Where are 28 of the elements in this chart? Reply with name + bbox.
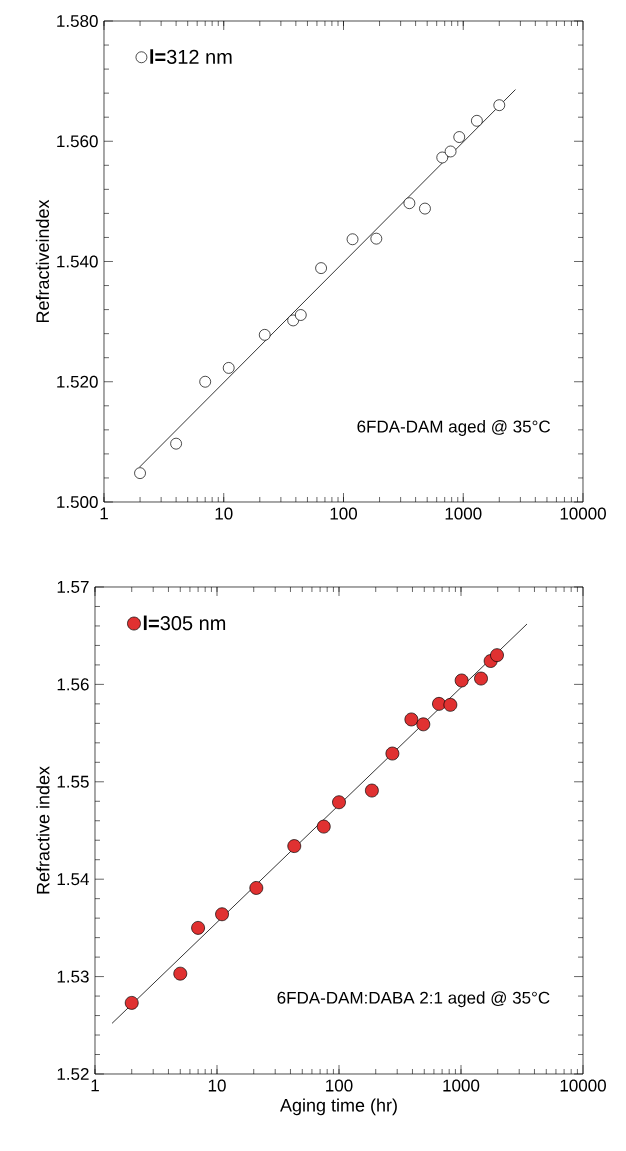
y-tick-label: 1.520 xyxy=(57,375,98,388)
x-tick-label: 10 xyxy=(215,507,233,520)
annotation: 6FDA-DAM:DABA 2:1 aged @ 35°C xyxy=(277,991,550,1008)
legend-label: l=312 nm xyxy=(150,49,232,64)
y-tick-label: 1.52 xyxy=(57,1067,89,1081)
y-axis-title: Refractive index xyxy=(36,766,50,894)
x-tick-label: 1000 xyxy=(445,507,482,520)
annotation: 6FDA-DAM aged @ 35°C xyxy=(357,420,551,436)
y-tick-label: 1.57 xyxy=(57,581,89,593)
x-tick-label: 10 xyxy=(208,1079,226,1092)
x-axis-title: Aging time (hr) xyxy=(280,1098,397,1116)
x-tick-label: 100 xyxy=(330,507,358,520)
x-tick-label: 1000 xyxy=(443,1079,480,1092)
legend-label: l=305 nm xyxy=(143,615,226,631)
y-tick-label: 1.560 xyxy=(57,135,98,148)
y-axis-title: Refractiveindex xyxy=(35,199,50,323)
y-tick-label: 1.540 xyxy=(57,255,98,268)
y-tick-label: 1.55 xyxy=(57,775,89,788)
y-tick-label: 1.56 xyxy=(57,678,89,691)
y-tick-label: 1.53 xyxy=(57,970,89,983)
x-tick-label: 1 xyxy=(91,1079,99,1092)
y-tick-label: 1.500 xyxy=(57,495,98,509)
x-tick-label: 10000 xyxy=(560,1079,606,1092)
x-tick-label: 1 xyxy=(100,507,108,520)
x-tick-label: 100 xyxy=(326,1079,353,1092)
y-tick-label: 1.580 xyxy=(57,14,98,28)
x-tick-label: 10000 xyxy=(560,507,606,520)
y-tick-label: 1.54 xyxy=(57,873,89,886)
